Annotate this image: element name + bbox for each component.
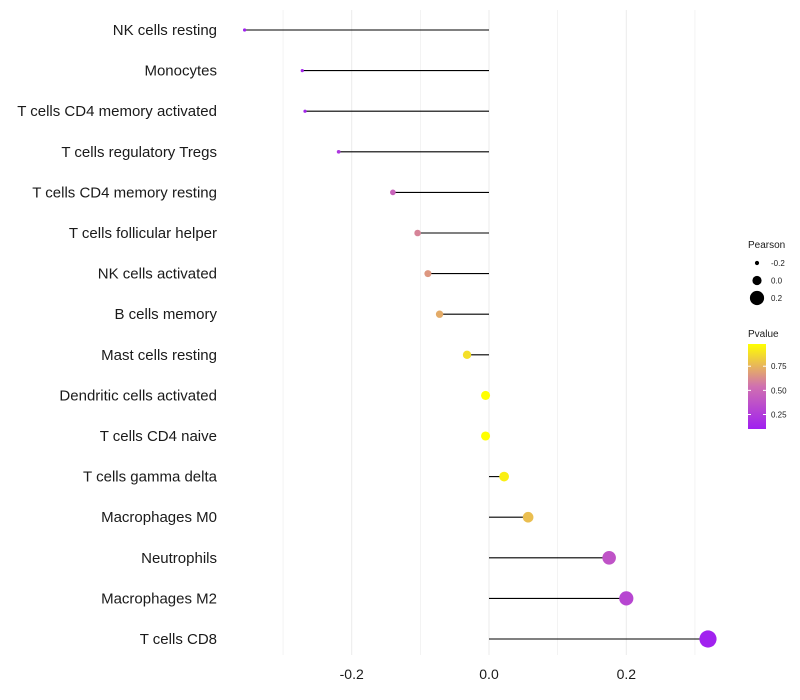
color-legend: Pvalue 0.75 0.50 0.25 <box>748 329 787 429</box>
category-label: Mast cells resting <box>101 347 217 364</box>
category-label: B cells memory <box>114 306 217 323</box>
lollipop-point <box>522 511 534 523</box>
color-legend-label: 0.25 <box>771 411 787 420</box>
x-tick-label: -0.2 <box>340 666 364 682</box>
stem-layer <box>244 29 708 640</box>
lollipop-point <box>435 310 444 318</box>
x-tick-label: 0.0 <box>479 666 499 682</box>
grid-layer <box>282 10 696 655</box>
lollipop-point <box>481 390 491 400</box>
lollipop-point <box>243 28 247 32</box>
size-legend-key <box>752 275 762 286</box>
size-legend-label: 0.0 <box>771 277 783 286</box>
category-label: NK cells resting <box>113 22 217 39</box>
lollipop-point <box>602 551 616 565</box>
lollipop-point <box>390 189 396 196</box>
size-legend-key <box>754 260 760 266</box>
lollipop-point <box>619 591 634 606</box>
size-legend-label: 0.2 <box>771 294 783 303</box>
x-tick-label: 0.2 <box>617 666 637 682</box>
category-label: NK cells activated <box>98 266 217 283</box>
category-label: Dendritic cells activated <box>59 387 217 404</box>
size-legend: Pearson -0.2 0.0 0.2 <box>748 240 785 306</box>
category-labels: NK cells resting Monocytes T cells CD4 mem… <box>17 22 217 648</box>
lollipop-point <box>300 69 304 73</box>
lollipop-point <box>303 109 307 113</box>
category-label: Monocytes <box>144 63 217 80</box>
lollipop-point <box>699 630 717 648</box>
category-label: Macrophages M0 <box>101 509 217 526</box>
legend: Pearson -0.2 0.0 0.2 Pvalue 0.75 0.50 0.25 <box>748 240 787 429</box>
color-legend-label: 0.50 <box>771 386 787 395</box>
lollipop-point <box>499 471 509 482</box>
category-label: Neutrophils <box>141 550 217 567</box>
size-legend-key <box>749 290 765 306</box>
category-label: T cells follicular helper <box>69 225 217 242</box>
lollipop-point <box>462 350 472 359</box>
size-legend-label: -0.2 <box>771 259 785 268</box>
category-label: T cells CD4 naive <box>100 428 217 445</box>
lollipop-point <box>414 229 421 237</box>
lollipop-point <box>336 149 341 154</box>
color-legend-bar <box>748 344 766 429</box>
color-legend-label: 0.75 <box>771 362 787 371</box>
category-label: T cells CD8 <box>140 631 217 648</box>
category-label: T cells regulatory Tregs <box>61 144 217 161</box>
category-label: Macrophages M2 <box>101 590 217 607</box>
x-axis-ticks: -0.2 0.0 0.2 <box>340 666 637 682</box>
lollipop-point <box>481 431 491 441</box>
color-legend-title: Pvalue <box>748 329 779 340</box>
category-label: T cells CD4 memory resting <box>32 184 217 201</box>
dot-layer <box>243 28 717 648</box>
lollipop-point <box>424 270 432 278</box>
size-legend-title: Pearson <box>748 240 785 251</box>
category-label: T cells CD4 memory activated <box>17 103 217 120</box>
category-label: T cells gamma delta <box>83 469 218 486</box>
